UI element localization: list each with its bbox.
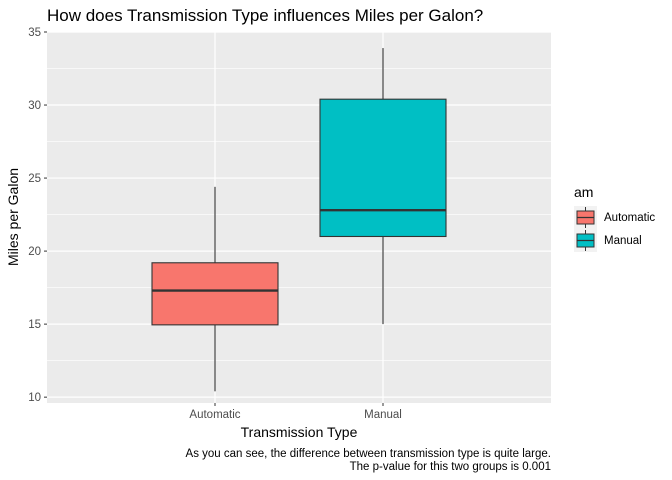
caption-line-1: As you can see, the difference between t…: [186, 448, 551, 460]
boxes: [151, 48, 447, 392]
caption-line-2: The p-value for this two groups is 0.001: [350, 461, 551, 473]
legend-item: Manual: [574, 229, 642, 252]
legend-item: Automatic: [574, 206, 655, 229]
plot-panel: [47, 32, 551, 403]
y-tick-label: 25: [28, 173, 41, 185]
y-tick-label: 20: [28, 246, 41, 258]
box-body: [151, 262, 279, 326]
box-body: [319, 98, 447, 238]
legend-title: am: [574, 184, 593, 200]
legend: Automatic Manual: [574, 206, 655, 252]
legend-label: Automatic: [604, 212, 655, 224]
chart-title: How does Transmission Type influences Mi…: [47, 6, 483, 25]
y-tick-label: 30: [28, 100, 41, 112]
y-tick-label: 15: [28, 319, 41, 331]
x-axis-title: Transmission Type: [241, 424, 358, 440]
x-axis-ticks: Automatic Manual: [189, 403, 402, 421]
box-manual: [319, 48, 447, 325]
box-automatic: [151, 186, 279, 392]
y-axis-ticks: 10 15 20 25 30 35: [28, 27, 47, 404]
y-tick-label: 10: [28, 392, 41, 404]
x-tick-label: Manual: [364, 409, 402, 421]
y-axis-title: Miles per Galon: [5, 168, 21, 266]
y-tick-label: 35: [28, 27, 41, 39]
legend-label: Manual: [604, 235, 642, 247]
x-tick-label: Automatic: [189, 409, 240, 421]
